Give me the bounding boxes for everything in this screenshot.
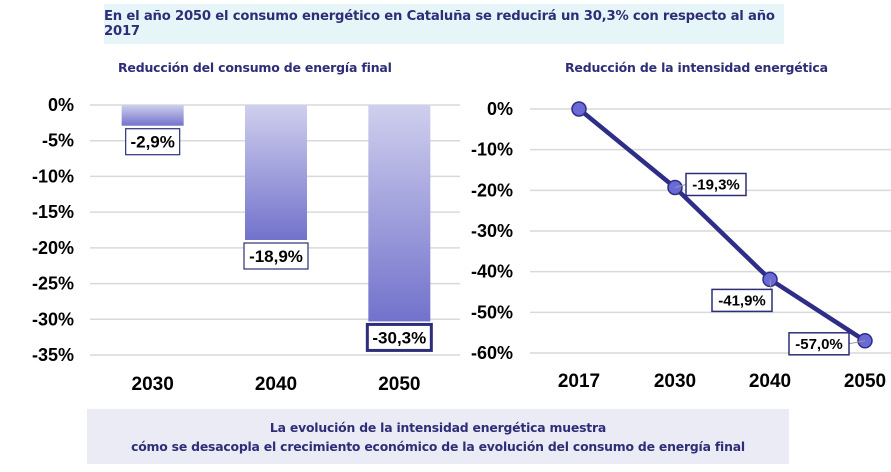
data-label-box (243, 242, 309, 270)
conclusion-banner: La evolución de la intensidad energética… (87, 409, 789, 464)
data-label: -2,9% (130, 133, 174, 152)
data-label-box (788, 332, 850, 356)
bar (368, 105, 431, 322)
leader-line (848, 340, 866, 345)
headline-banner: En el año 2050 el consumo energético en … (104, 4, 784, 44)
y-tick-label: -35% (32, 345, 74, 365)
bar (245, 105, 307, 240)
x-tick-label: 2050 (378, 374, 420, 395)
y-tick-label: -5% (42, 131, 74, 151)
line-chart: 0% -10% -20% -30% -40% -50% -60% -19,3% -41,9% -5… (471, 99, 891, 392)
line-chart-title: Reducción de la intensidad energética (565, 60, 828, 75)
data-label-box (685, 172, 747, 197)
data-label: -41,9% (718, 292, 766, 309)
x-tick-label: 2030 (132, 374, 174, 395)
headline-text: En el año 2050 el consumo energético en … (104, 9, 775, 39)
y-tick-label: -40% (471, 262, 513, 282)
x-tick-label: 2017 (558, 371, 600, 392)
x-tick-label: 2030 (654, 371, 696, 392)
y-tick-label: 0% (487, 99, 513, 119)
x-tick-label: 2040 (749, 371, 791, 392)
data-label-box (711, 288, 773, 313)
series-line (577, 107, 867, 343)
data-label: -30,3% (372, 328, 426, 347)
conclusion-line-2: cómo se desacopla el crecimiento económi… (131, 438, 745, 454)
y-tick-label: -20% (32, 238, 74, 258)
x-tick-label: 2050 (844, 371, 886, 392)
y-tick-label: -25% (32, 274, 74, 294)
y-tick-label: -50% (471, 302, 513, 322)
y-tick-label: -30% (32, 309, 74, 329)
bar (121, 105, 184, 126)
y-tick-label: -10% (471, 140, 513, 160)
data-label-box (125, 128, 181, 156)
conclusion-line-1: La evolución de la intensidad energética… (269, 419, 607, 435)
leader-line (674, 184, 687, 188)
data-label: -18,9% (249, 247, 303, 266)
y-tick-label: -10% (32, 166, 74, 186)
data-point-marker (571, 101, 587, 117)
y-tick-label: -30% (471, 221, 513, 241)
bar-chart-title: Reducción del consumo de energía final (118, 60, 392, 75)
y-tick-label: -20% (471, 180, 513, 200)
data-label: -57,0% (795, 336, 843, 353)
y-tick-label: 0% (48, 95, 74, 115)
data-label-box (365, 322, 433, 352)
y-tick-label: -15% (32, 202, 74, 222)
bar-chart: 0% -5% -10% -15% -20% -25% -30% -35% -2,9% 2030 -1… (32, 95, 460, 395)
y-tick-label: -60% (471, 343, 513, 363)
data-label: -19,3% (692, 176, 740, 193)
x-tick-label: 2040 (255, 374, 297, 395)
